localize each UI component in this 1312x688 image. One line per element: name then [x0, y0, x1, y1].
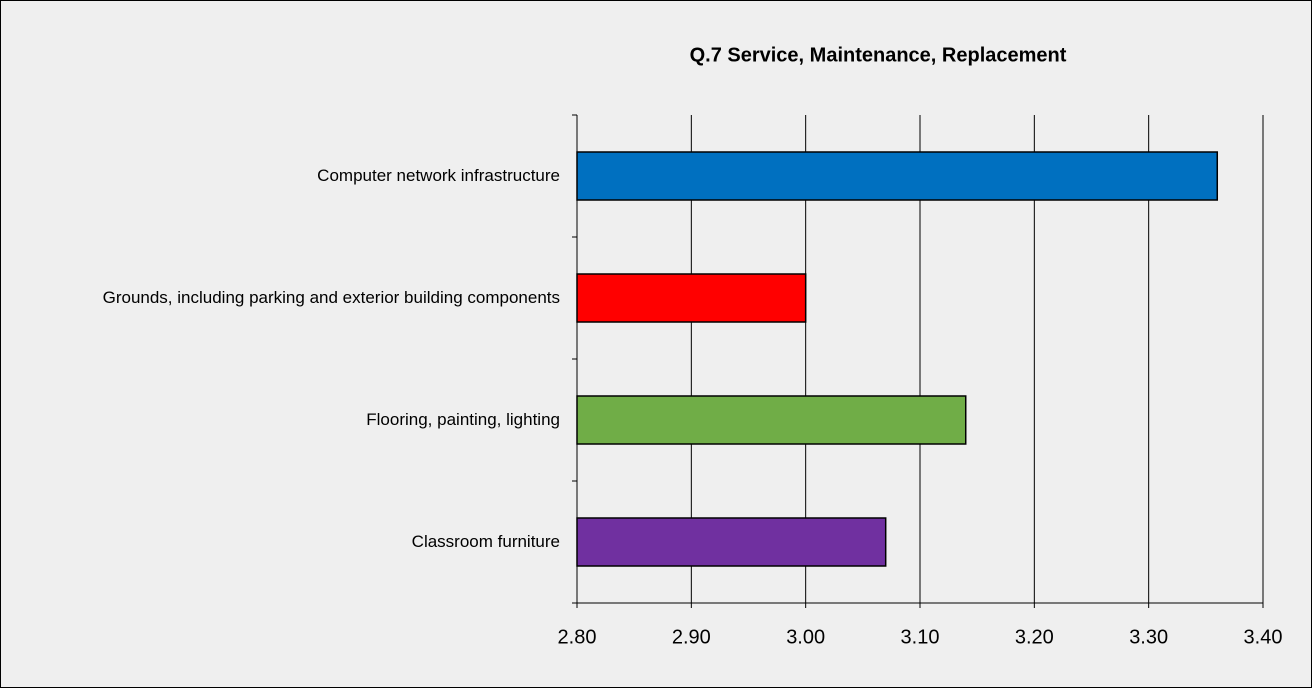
y-tick-label: Classroom furniture: [411, 532, 560, 551]
y-label-box: Grounds, including parking and exterior …: [80, 268, 560, 328]
bar: [576, 151, 1219, 201]
x-tick-label: 3.10: [901, 626, 940, 648]
x-tick-label: 3.30: [1129, 626, 1168, 648]
bar: [576, 517, 887, 567]
chart-title: Q.7 Service, Maintenance, Replacement: [690, 44, 1067, 66]
y-label-box: Computer network infrastructure: [80, 146, 560, 206]
y-tick-label: Grounds, including parking and exterior …: [102, 288, 560, 307]
y-label-box: Classroom furniture: [80, 512, 560, 572]
x-tick-label: 3.20: [1015, 626, 1054, 648]
y-label-box: Flooring, painting, lighting: [80, 390, 560, 450]
x-tick-label: 2.80: [558, 626, 597, 648]
x-tick-label: 3.40: [1244, 626, 1283, 648]
y-tick-label: Computer network infrastructure: [317, 166, 560, 185]
x-tick-label: 2.90: [672, 626, 711, 648]
x-tick-label: 3.00: [786, 626, 825, 648]
bar: [576, 273, 807, 323]
bar: [576, 395, 967, 445]
y-tick-label: Flooring, painting, lighting: [366, 410, 560, 429]
